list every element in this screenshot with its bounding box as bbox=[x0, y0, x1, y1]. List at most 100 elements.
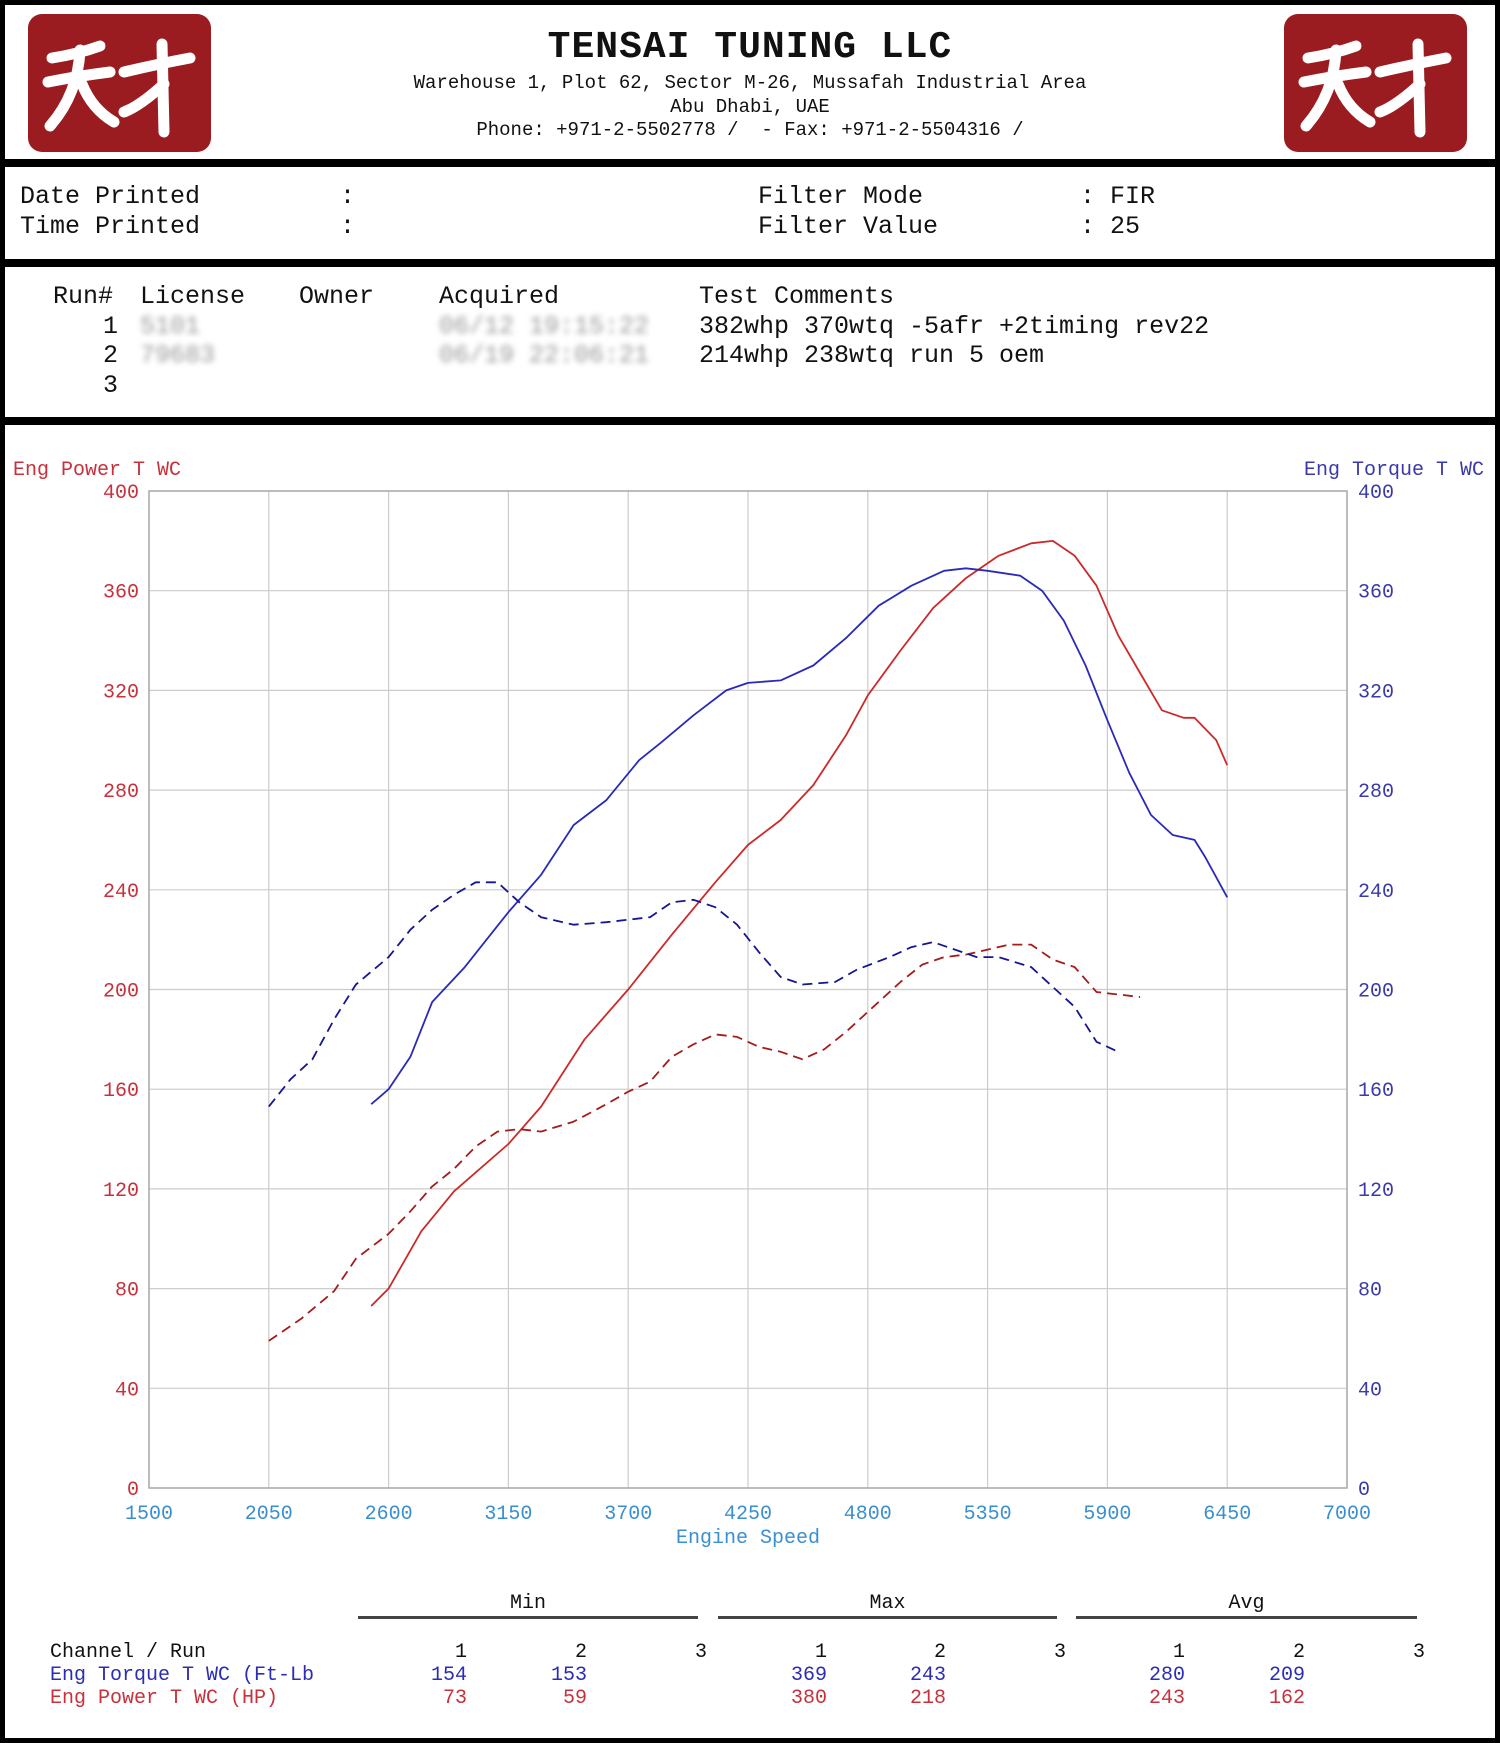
y-left-tick-label: 120 bbox=[103, 1180, 139, 1203]
stat-value: 73 bbox=[442, 1687, 467, 1710]
divider bbox=[0, 259, 1500, 267]
divider bbox=[0, 417, 1500, 425]
y-right-tick-label: 200 bbox=[1358, 981, 1394, 1004]
run-acquired: 06/12 19:15:22 bbox=[439, 312, 650, 341]
stats-group-header: Min bbox=[509, 1592, 546, 1615]
kanji-logo-icon bbox=[1298, 38, 1452, 138]
run-comment: 382whp 370wtq -5afr +2timing rev22 bbox=[699, 312, 1210, 341]
x-tick-label: 3700 bbox=[604, 1503, 652, 1526]
y-right-tick-label: 120 bbox=[1358, 1180, 1394, 1203]
x-tick-label: 5350 bbox=[964, 1503, 1012, 1526]
filter-value-value: 25 bbox=[1110, 212, 1141, 241]
power-run2-line bbox=[268, 943, 1141, 1342]
channel-run-header: Channel / Run bbox=[50, 1641, 207, 1664]
y-right-tick-label: 0 bbox=[1358, 1479, 1370, 1502]
kanji-logo-icon bbox=[42, 38, 196, 138]
stat-value: 209 bbox=[1268, 1664, 1305, 1687]
date-printed-label: Date Printed bbox=[20, 182, 201, 211]
dyno-chart: 1500 2050 2600 3150 3700 4250 4800 5350 5900 6450… bbox=[13, 459, 1484, 1550]
run-column-label: 1 bbox=[814, 1641, 827, 1664]
run-acquired: 06/19 22:06:21 bbox=[439, 341, 650, 370]
torque-run2-line bbox=[268, 881, 1119, 1108]
power-run1-line bbox=[370, 540, 1229, 1307]
company-name: TENSAI TUNING LLC bbox=[547, 26, 953, 69]
date-colon: : bbox=[340, 182, 356, 211]
y-left-tick-label: 0 bbox=[127, 1479, 139, 1502]
x-tick-label: 4250 bbox=[724, 1503, 772, 1526]
stats-group-rule bbox=[1076, 1616, 1417, 1619]
y-right-tick-label: 280 bbox=[1358, 781, 1394, 804]
y-left-tick-label: 400 bbox=[103, 482, 139, 505]
stat-value: 243 bbox=[1148, 1687, 1185, 1710]
channel-name: Eng Power T WC (HP) bbox=[50, 1687, 279, 1710]
y-left-axis-label: Eng Power T WC bbox=[13, 459, 181, 482]
y-right-tick-label: 360 bbox=[1358, 582, 1394, 605]
time-printed-label: Time Printed bbox=[20, 212, 201, 241]
stat-value: 153 bbox=[550, 1664, 587, 1687]
run-column-label: 2 bbox=[933, 1641, 946, 1664]
run-column-label: 1 bbox=[454, 1641, 467, 1664]
y-right-axis-label: Eng Torque T WC bbox=[1304, 459, 1484, 482]
x-tick-label: 2600 bbox=[365, 1503, 413, 1526]
tensai-logo-right bbox=[1284, 14, 1467, 152]
contact-line: Phone: +971-2-5502778 / - Fax: +971-2-55… bbox=[476, 119, 1024, 141]
stat-value: 59 bbox=[562, 1687, 587, 1710]
stat-value: 280 bbox=[1148, 1664, 1185, 1687]
license-header: License bbox=[140, 282, 246, 311]
filter-mode-value: FIR bbox=[1110, 182, 1156, 211]
y-right-tick-label: 240 bbox=[1358, 881, 1394, 904]
channel-name: Eng Torque T WC (Ft-Lb bbox=[50, 1664, 315, 1687]
x-tick-label: 2050 bbox=[245, 1503, 293, 1526]
y-left-tick-label: 240 bbox=[103, 881, 139, 904]
run-number: 3 bbox=[102, 371, 118, 400]
run-column-label: 2 bbox=[1292, 1641, 1305, 1664]
x-tick-label: 1500 bbox=[125, 1503, 173, 1526]
acquired-header: Acquired bbox=[439, 282, 560, 311]
x-axis-label: Engine Speed bbox=[676, 1527, 820, 1550]
run-license: 79683 bbox=[140, 341, 216, 370]
divider bbox=[0, 159, 1500, 167]
x-tick-label: 3150 bbox=[484, 1503, 532, 1526]
x-tick-label: 6450 bbox=[1203, 1503, 1251, 1526]
address-line-2: Abu Dhabi, UAE bbox=[670, 96, 830, 118]
y-left-tick-label: 200 bbox=[103, 981, 139, 1004]
stat-value: 243 bbox=[909, 1664, 946, 1687]
run-column-label: 1 bbox=[1172, 1641, 1185, 1664]
y-right-tick-label: 40 bbox=[1358, 1379, 1382, 1402]
stat-value: 162 bbox=[1268, 1687, 1305, 1710]
y-left-tick-label: 320 bbox=[103, 681, 139, 704]
y-right-tick-label: 400 bbox=[1358, 482, 1394, 505]
y-left-tick-label: 160 bbox=[103, 1080, 139, 1103]
y-right-tick-label: 320 bbox=[1358, 681, 1394, 704]
torque-run1-line bbox=[370, 567, 1228, 1105]
stats-group-header: Max bbox=[869, 1592, 906, 1615]
plot-border bbox=[148, 490, 1348, 1489]
time-colon: : bbox=[340, 212, 356, 241]
run-column-label: 3 bbox=[1053, 1641, 1066, 1664]
stat-value: 369 bbox=[790, 1664, 827, 1687]
run-number: 2 bbox=[102, 341, 118, 370]
filter-mode-label: Filter Mode bbox=[758, 182, 924, 211]
x-tick-label: 5900 bbox=[1083, 1503, 1131, 1526]
filter-value-label: Filter Value bbox=[758, 212, 939, 241]
y-right-tick-label: 80 bbox=[1358, 1280, 1382, 1303]
run-license: 5101 bbox=[140, 312, 201, 341]
x-tick-label: 4800 bbox=[844, 1503, 892, 1526]
run-number: 1 bbox=[102, 312, 118, 341]
address-line-1: Warehouse 1, Plot 62, Sector M-26, Mussa… bbox=[413, 72, 1087, 94]
run-column-label: 2 bbox=[574, 1641, 587, 1664]
owner-header: Owner bbox=[299, 282, 375, 311]
run-column-label: 3 bbox=[1412, 1641, 1425, 1664]
stat-value: 154 bbox=[430, 1664, 467, 1687]
tensai-logo-left bbox=[28, 14, 211, 152]
y-right-tick-label: 160 bbox=[1358, 1080, 1394, 1103]
y-left-tick-label: 40 bbox=[115, 1379, 139, 1402]
stats-group-header: Avg bbox=[1228, 1592, 1265, 1615]
y-left-tick-label: 280 bbox=[103, 781, 139, 804]
stat-value: 218 bbox=[909, 1687, 946, 1710]
stats-group-rule bbox=[718, 1616, 1057, 1619]
y-left-tick-label: 360 bbox=[103, 582, 139, 605]
stat-value: 380 bbox=[790, 1687, 827, 1710]
stats-group-rule bbox=[358, 1616, 698, 1619]
